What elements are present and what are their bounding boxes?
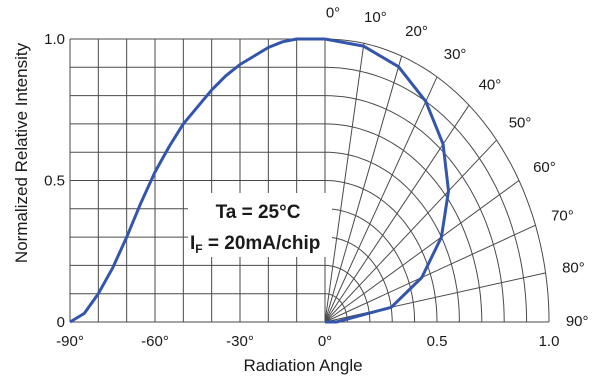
polar-angle-label: 50° [509,115,532,132]
condition-if-subscript: F [195,242,202,256]
polar-gridarc [324,208,416,323]
x-tick-label: -90° [56,333,84,350]
x-tick-label: -30° [226,333,254,350]
condition-if: IF = 20mA/chip [190,233,320,256]
polar-angle-label: 40° [479,77,502,94]
polar-angle-label: 20° [405,23,428,40]
polar-radius-label: 1.0 [539,333,560,350]
x-axis-title: Radiation Angle [243,356,362,375]
polar-gridarc [325,264,371,322]
polar-gridline [324,55,403,323]
polar-gridline [324,180,520,323]
polar-angle-label: 60° [533,159,556,176]
polar-gridarc [325,293,348,322]
polar-radius-label: 0.5 [427,333,448,350]
polar-gridline [324,139,497,323]
y-tick-label: 1.0 [44,31,65,48]
polar-angle-label: 30° [444,46,467,63]
polar-gridline [324,224,536,323]
polar-angle-label: 10° [364,9,387,26]
polar-gridarc [324,66,528,323]
intensity-curve-polar [324,37,450,324]
intensity-curve-cartesian [69,37,325,324]
x-tick-label: 0° [318,333,332,350]
label-layer: 0 0.5 1.0 -90° -60° -30° 0° 0.5 1.0 0° 10° 20° 30° 40… [44,5,588,350]
polar-gridarc [324,38,550,323]
x-tick-label: -60° [141,333,169,350]
curve-layer [69,37,450,324]
polar-angle-label: 0° [326,5,340,22]
polar-angle-label: 70° [551,207,574,224]
polar-angle-label: 80° [562,259,585,276]
polar-gridarc [324,236,393,322]
polar-gridline [324,43,365,323]
condition-if-value: = 20mA/chip [203,233,321,254]
y-tick-label: 0.5 [44,173,65,190]
polar-angle-label: 90° [566,313,589,330]
polar-gridarc [324,95,505,323]
condition-ta: Ta = 25°C [216,202,301,223]
y-tick-label: 0 [57,314,65,331]
y-axis-title: Normalized Relative Intensity [12,42,31,263]
grid-layer [69,38,550,323]
condition-box [188,193,332,257]
polar-gridline [324,76,438,323]
polar-gridarc [324,180,438,323]
polar-gridarc [324,151,460,323]
condition-if-symbol: I [190,233,195,254]
polar-gridline [324,104,470,323]
polar-gridarc [324,123,483,323]
